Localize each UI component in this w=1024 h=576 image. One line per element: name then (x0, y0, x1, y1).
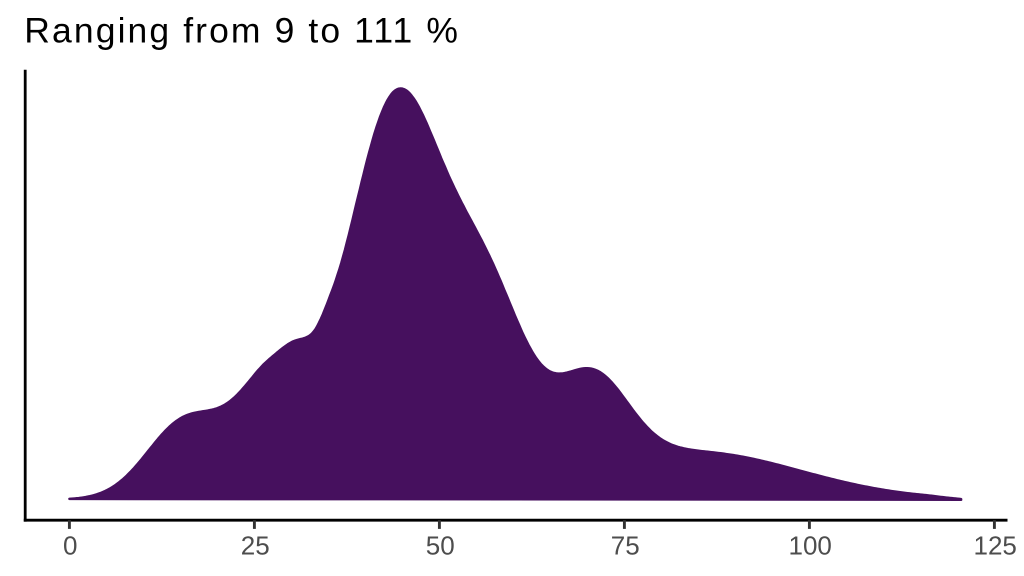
svg-text:0: 0 (63, 531, 77, 561)
svg-text:100: 100 (789, 531, 832, 561)
svg-text:50: 50 (426, 531, 455, 561)
svg-text:75: 75 (611, 531, 640, 561)
svg-text:25: 25 (241, 531, 270, 561)
svg-text:Ranging from 9 to 111 %: Ranging from 9 to 111 % (24, 11, 460, 51)
svg-text:125: 125 (974, 531, 1017, 561)
